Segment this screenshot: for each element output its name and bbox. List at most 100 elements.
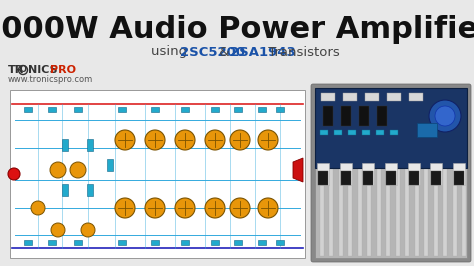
Bar: [341, 106, 351, 126]
Bar: [340, 163, 352, 185]
Bar: [48, 107, 56, 112]
Bar: [211, 240, 219, 245]
Circle shape: [435, 106, 455, 126]
Bar: [343, 93, 357, 101]
Text: O: O: [19, 65, 27, 74]
Circle shape: [230, 198, 250, 218]
Bar: [234, 240, 242, 245]
Bar: [10, 90, 305, 258]
Bar: [409, 93, 423, 101]
Bar: [386, 171, 396, 185]
Bar: [396, 156, 400, 256]
Circle shape: [258, 198, 278, 218]
Circle shape: [175, 198, 195, 218]
Bar: [87, 184, 93, 196]
Bar: [118, 107, 126, 112]
Bar: [408, 163, 419, 185]
Circle shape: [205, 198, 225, 218]
Bar: [318, 171, 328, 185]
Circle shape: [258, 130, 278, 150]
Text: Transistors: Transistors: [264, 45, 340, 59]
Bar: [258, 107, 266, 112]
Circle shape: [175, 130, 195, 150]
Bar: [348, 156, 352, 256]
Bar: [405, 156, 409, 256]
Bar: [48, 240, 56, 245]
Circle shape: [81, 223, 95, 237]
Text: TR: TR: [8, 65, 24, 75]
Bar: [362, 130, 370, 135]
Bar: [430, 163, 442, 185]
Circle shape: [70, 162, 86, 178]
Bar: [424, 156, 428, 256]
Bar: [453, 156, 457, 256]
Bar: [234, 107, 242, 112]
Bar: [181, 240, 189, 245]
Bar: [118, 240, 126, 245]
Bar: [74, 107, 82, 112]
Bar: [390, 130, 398, 135]
Bar: [74, 240, 82, 245]
Bar: [211, 107, 219, 112]
Bar: [377, 106, 387, 126]
Bar: [417, 123, 437, 137]
FancyBboxPatch shape: [311, 84, 471, 262]
Bar: [323, 106, 333, 126]
Bar: [276, 240, 284, 245]
Bar: [87, 139, 93, 151]
Bar: [258, 240, 266, 245]
Bar: [62, 139, 68, 151]
Bar: [24, 240, 32, 245]
Circle shape: [145, 130, 165, 150]
Bar: [376, 130, 384, 135]
Circle shape: [429, 100, 461, 132]
Bar: [453, 163, 465, 185]
Text: www.tronicspro.com: www.tronicspro.com: [8, 76, 93, 85]
Text: 2SC5200: 2SC5200: [180, 45, 246, 59]
Bar: [454, 171, 464, 185]
Text: using: using: [151, 45, 191, 59]
Bar: [362, 163, 374, 185]
Bar: [315, 153, 467, 258]
Circle shape: [8, 168, 20, 180]
Circle shape: [115, 198, 135, 218]
Bar: [320, 130, 328, 135]
Bar: [434, 156, 438, 256]
Bar: [107, 159, 113, 171]
Bar: [443, 156, 447, 256]
Bar: [151, 240, 159, 245]
Bar: [386, 156, 390, 256]
Bar: [317, 163, 329, 185]
Bar: [367, 156, 371, 256]
Bar: [315, 88, 467, 168]
Bar: [181, 107, 189, 112]
Bar: [151, 107, 159, 112]
Bar: [365, 93, 379, 101]
Bar: [431, 171, 441, 185]
Bar: [387, 93, 401, 101]
Bar: [385, 163, 397, 185]
Text: PRO: PRO: [50, 65, 76, 75]
Bar: [348, 130, 356, 135]
Polygon shape: [293, 158, 303, 182]
Bar: [329, 156, 333, 256]
Text: 1000W Audio Power Amplifier: 1000W Audio Power Amplifier: [0, 15, 474, 44]
Bar: [24, 107, 32, 112]
Bar: [415, 156, 419, 256]
Circle shape: [115, 130, 135, 150]
Bar: [358, 156, 362, 256]
Bar: [276, 107, 284, 112]
Bar: [359, 106, 369, 126]
Circle shape: [31, 201, 45, 215]
Text: NICS: NICS: [28, 65, 58, 75]
Bar: [334, 130, 342, 135]
Bar: [320, 156, 324, 256]
Bar: [339, 156, 343, 256]
Circle shape: [205, 130, 225, 150]
Text: 2SA1943: 2SA1943: [229, 45, 295, 59]
Bar: [62, 184, 68, 196]
Bar: [364, 171, 374, 185]
Text: &: &: [215, 45, 234, 59]
Circle shape: [145, 198, 165, 218]
Circle shape: [230, 130, 250, 150]
